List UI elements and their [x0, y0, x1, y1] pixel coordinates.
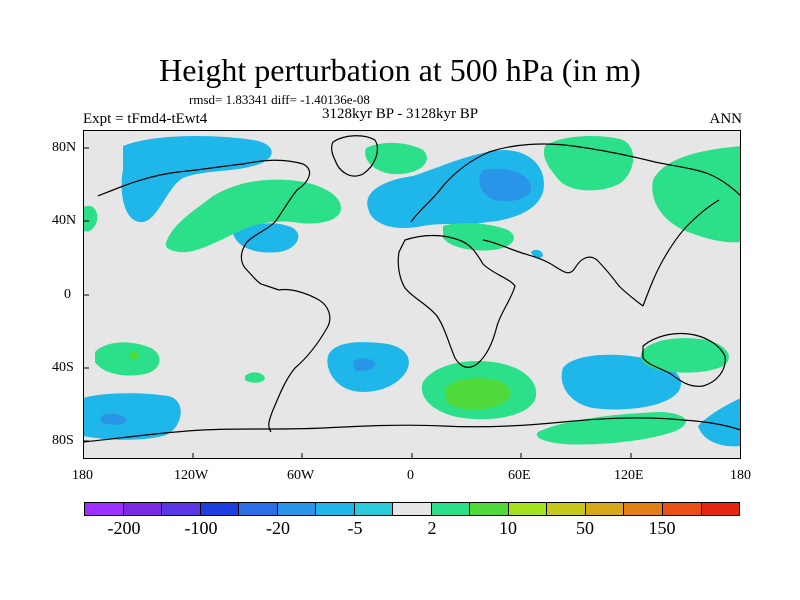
contour-green-arctic-east [543, 136, 634, 191]
colorbar-label: -20 [266, 518, 290, 538]
contour-fields [83, 136, 741, 447]
coastline-eurasia [410, 143, 741, 223]
colorbar-swatch [122, 502, 163, 516]
lon-tick-label-60e: 60E [508, 468, 531, 483]
colorbar-swatch [353, 502, 394, 516]
lon-tick-marks [192, 453, 632, 459]
coastline-antarctica [83, 417, 741, 443]
contour-blue-eurasia-core [479, 168, 532, 202]
colorbar-label: 50 [576, 518, 594, 538]
contour-green-australia [640, 338, 729, 373]
contour-blue-south-pacific [83, 393, 181, 440]
experiment-label: Expt = tFmd4-tEwt4 [83, 111, 208, 127]
colorbar-swatch [507, 502, 548, 516]
contour-green-antarctic [536, 412, 686, 445]
lat-tick-label-80n: 80N [52, 140, 77, 155]
colorbar-label: -200 [107, 518, 141, 538]
coastline-east-asia [642, 199, 720, 307]
lat-tick-label-40n: 40N [52, 213, 77, 228]
colorbar-label: -100 [184, 518, 218, 538]
contour-green-southern-ocean-core [445, 378, 511, 410]
coastline-south-america [268, 288, 331, 433]
contour-blue-ross-sea [698, 398, 741, 447]
contour-green-south-pacific-mid [95, 342, 160, 376]
contour-green-pacific-west [83, 205, 98, 232]
map-panel [83, 130, 741, 459]
lon-tick-label-180e: 180 [730, 468, 751, 483]
contour-blue-small-arabia [531, 249, 543, 259]
lon-tick-label-60w: 60W [287, 468, 315, 483]
colorbar-swatch [430, 502, 471, 516]
lon-tick-label-0: 0 [407, 468, 414, 483]
colorbar-swatch [276, 502, 317, 516]
lon-tick-label-120w: 120W [174, 468, 209, 483]
colorbar-label: 10 [499, 518, 517, 538]
coastline-africa [397, 234, 516, 368]
contour-blue-south-pacific-core [101, 413, 127, 425]
colorbar-swatch [584, 502, 625, 516]
lon-tick-label-180w: 180 [72, 468, 93, 483]
colorbar-swatch [238, 502, 278, 516]
stats-line: rmsd= 1.83341 diff= -1.40136e-08 [189, 92, 370, 107]
colorbar-swatch [623, 502, 663, 516]
coastline-greenland [331, 135, 378, 177]
lat-tick-marks [83, 147, 89, 442]
coastline-south-asia [482, 239, 644, 307]
colorbar-swatch [199, 502, 240, 516]
colorbar-swatch [700, 502, 741, 516]
colorbar-label: 2 [427, 518, 437, 538]
contour-blue-north-america-arctic [121, 136, 272, 223]
colorbar-swatch [84, 502, 124, 516]
contour-blue-north-atlantic [233, 223, 299, 253]
colorbar-swatch [661, 502, 702, 516]
colorbar-label: 150 [648, 518, 676, 538]
contour-green-north-atlantic-east [365, 142, 427, 175]
chart-title: Height perturbation at 500 hPa (in m) [159, 52, 641, 88]
contour-green-north-america [165, 179, 341, 253]
colorbar-swatch [546, 502, 586, 516]
contour-green-north-pacific [652, 146, 741, 243]
period-line: 3128kyr BP - 3128kyr BP [322, 106, 479, 122]
map-svg [83, 130, 741, 459]
contour-blue-indian-ocean [561, 354, 682, 410]
colorbar-swatch [315, 502, 355, 516]
colorbar-label: -5 [347, 518, 363, 538]
lat-tick-label-80s: 80S [52, 433, 74, 448]
lat-tick-label-0: 0 [64, 287, 71, 302]
contour-blue-south-atlantic-core [353, 358, 375, 371]
lat-tick-label-40s: 40S [52, 360, 74, 375]
contour-green-south-pacific-mid-core [129, 351, 139, 359]
colorbar-swatch [469, 502, 509, 516]
season-label: ANN [709, 111, 743, 127]
colorbar [84, 502, 741, 516]
contour-green-small-south-america [245, 372, 265, 383]
colorbar-swatch [392, 502, 432, 516]
coastline-australia [642, 332, 726, 387]
coastline-north-america [97, 159, 311, 291]
lon-tick-label-120e: 120E [614, 468, 644, 483]
coastlines [83, 135, 741, 443]
colorbar-swatch [161, 502, 201, 516]
